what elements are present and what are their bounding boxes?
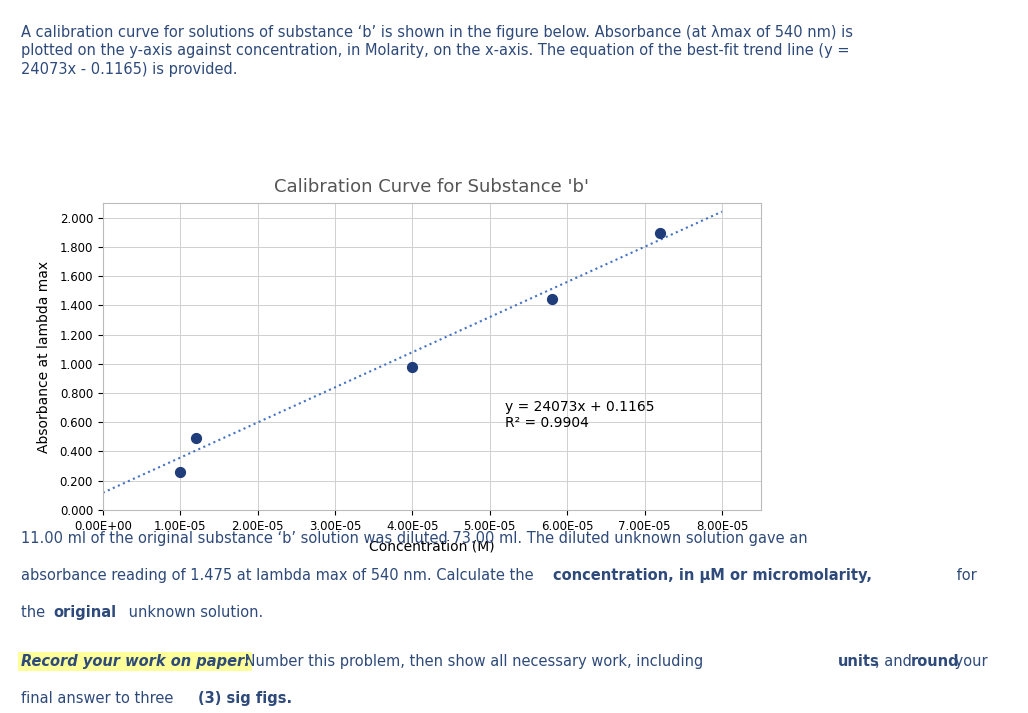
Text: units: units <box>838 654 880 669</box>
Text: , and: , and <box>875 654 916 669</box>
Text: 11.00 ml of the original substance ‘b’ solution was diluted 73.00 ml. The dilute: 11.00 ml of the original substance ‘b’ s… <box>21 531 807 546</box>
Y-axis label: Absorbance at lambda max: Absorbance at lambda max <box>37 260 51 453</box>
Text: y = 24073x + 0.1165
R² = 0.9904: y = 24073x + 0.1165 R² = 0.9904 <box>506 400 655 430</box>
Text: your: your <box>950 654 988 669</box>
Point <box>172 466 188 478</box>
Point <box>544 293 560 304</box>
Text: (3) sig figs.: (3) sig figs. <box>198 691 293 706</box>
Text: 24073x - 0.1165) is provided.: 24073x - 0.1165) is provided. <box>21 62 237 77</box>
Text: original: original <box>53 605 116 620</box>
Text: A calibration curve for solutions of substance ‘b’ is shown in the figure below.: A calibration curve for solutions of sub… <box>21 25 852 40</box>
Text: final answer to three: final answer to three <box>21 691 178 706</box>
Text: absorbance reading of 1.475 at lambda max of 540 nm. Calculate the: absorbance reading of 1.475 at lambda ma… <box>21 568 538 583</box>
Text: round: round <box>911 654 959 669</box>
Text: unknown solution.: unknown solution. <box>124 605 263 620</box>
Text: plotted on the y-axis against concentration, in Molarity, on the x-axis. The equ: plotted on the y-axis against concentrat… <box>21 43 849 58</box>
Text: Number this problem, then show all necessary work, including: Number this problem, then show all neces… <box>240 654 707 669</box>
Text: for: for <box>952 568 977 583</box>
Text: concentration, in μM or micromolarity,: concentration, in μM or micromolarity, <box>553 568 872 583</box>
Title: Calibration Curve for Substance 'b': Calibration Curve for Substance 'b' <box>274 178 589 196</box>
X-axis label: Concentration (M): Concentration (M) <box>369 540 494 553</box>
Text: Record your work on paper:: Record your work on paper: <box>21 654 250 669</box>
Text: the: the <box>21 605 49 620</box>
Point <box>652 227 668 239</box>
Point <box>404 361 420 373</box>
Point <box>187 432 204 443</box>
